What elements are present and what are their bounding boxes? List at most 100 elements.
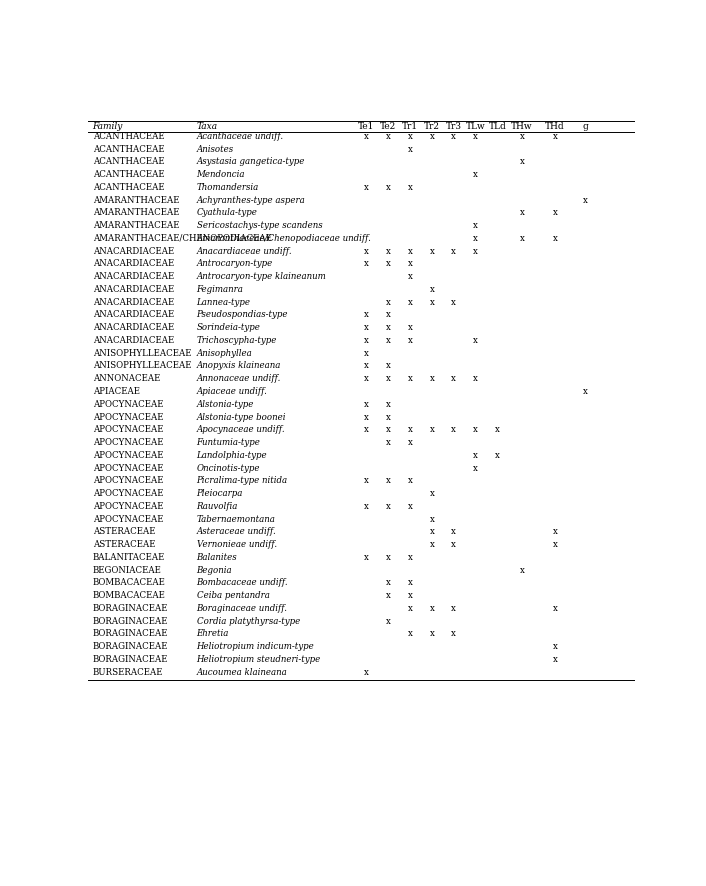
Text: Funtumia-type: Funtumia-type: [196, 438, 261, 447]
Text: x: x: [429, 604, 434, 613]
Text: x: x: [407, 183, 412, 192]
Text: x: x: [364, 183, 369, 192]
Text: Boraginaceae undiff.: Boraginaceae undiff.: [196, 604, 287, 613]
Text: x: x: [407, 144, 412, 153]
Text: x: x: [407, 438, 412, 447]
Text: x: x: [407, 604, 412, 613]
Text: Achyranthes-type aspera: Achyranthes-type aspera: [196, 196, 305, 205]
Text: x: x: [385, 501, 390, 511]
Text: x: x: [451, 425, 456, 434]
Text: x: x: [364, 668, 369, 677]
Text: x: x: [451, 540, 456, 549]
Text: APOCYNACEAE: APOCYNACEAE: [92, 489, 163, 498]
Text: x: x: [407, 425, 412, 434]
Text: ANACARDIACEAE: ANACARDIACEAE: [92, 310, 174, 320]
Text: Picralima-type nitida: Picralima-type nitida: [196, 477, 288, 486]
Text: ANACARDIACEAE: ANACARDIACEAE: [92, 246, 174, 256]
Text: ANACARDIACEAE: ANACARDIACEAE: [92, 298, 174, 307]
Text: x: x: [473, 374, 478, 384]
Text: Tr1: Tr1: [402, 122, 418, 131]
Text: x: x: [429, 527, 434, 536]
Text: Alstonia-type: Alstonia-type: [196, 400, 254, 408]
Text: APIACEAE: APIACEAE: [92, 387, 140, 396]
Text: x: x: [364, 374, 369, 384]
Text: x: x: [385, 260, 390, 268]
Text: x: x: [429, 246, 434, 256]
Text: ACANTHACEAE: ACANTHACEAE: [92, 183, 164, 192]
Text: Asteraceae undiff.: Asteraceae undiff.: [196, 527, 276, 536]
Text: Te2: Te2: [380, 122, 396, 131]
Text: x: x: [364, 132, 369, 141]
Text: x: x: [429, 629, 434, 639]
Text: ANACARDIACEAE: ANACARDIACEAE: [92, 285, 174, 294]
Text: x: x: [553, 234, 558, 243]
Text: x: x: [520, 132, 525, 141]
Text: BOMBACACEAE: BOMBACACEAE: [92, 591, 165, 600]
Text: AMARANTHACEAE: AMARANTHACEAE: [92, 196, 179, 205]
Text: x: x: [385, 298, 390, 307]
Text: x: x: [385, 438, 390, 447]
Text: Acanthaceae undiff.: Acanthaceae undiff.: [196, 132, 284, 141]
Text: Rauvolfia: Rauvolfia: [196, 501, 238, 511]
Text: x: x: [553, 132, 558, 141]
Text: x: x: [553, 540, 558, 549]
Text: x: x: [385, 477, 390, 486]
Text: x: x: [429, 425, 434, 434]
Text: x: x: [407, 374, 412, 384]
Text: x: x: [451, 527, 456, 536]
Text: x: x: [582, 387, 587, 396]
Text: Antrocaryon-type: Antrocaryon-type: [196, 260, 273, 268]
Text: ANACARDIACEAE: ANACARDIACEAE: [92, 272, 174, 281]
Text: x: x: [364, 425, 369, 434]
Text: Antrocaryon-type klaineanum: Antrocaryon-type klaineanum: [196, 272, 326, 281]
Text: Sorindeia-type: Sorindeia-type: [196, 323, 261, 332]
Text: Annonaceae undiff.: Annonaceae undiff.: [196, 374, 281, 384]
Text: BORAGINACEAE: BORAGINACEAE: [92, 655, 168, 664]
Text: ANACARDIACEAE: ANACARDIACEAE: [92, 323, 174, 332]
Text: BALANITACEAE: BALANITACEAE: [92, 553, 165, 562]
Text: Taxa: Taxa: [196, 122, 217, 131]
Text: x: x: [520, 565, 525, 575]
Text: Heliotropium steudneri-type: Heliotropium steudneri-type: [196, 655, 321, 664]
Text: x: x: [429, 298, 434, 307]
Text: Pseudospondias-type: Pseudospondias-type: [196, 310, 288, 320]
Text: x: x: [429, 515, 434, 524]
Text: x: x: [429, 374, 434, 384]
Text: x: x: [473, 132, 478, 141]
Text: x: x: [553, 642, 558, 651]
Text: AMARANTHACEAE/CHENOPODIACEAE: AMARANTHACEAE/CHENOPODIACEAE: [92, 234, 272, 243]
Text: x: x: [582, 196, 587, 205]
Text: Family: Family: [92, 122, 123, 131]
Text: x: x: [429, 540, 434, 549]
Text: Apocynaceae undiff.: Apocynaceae undiff.: [196, 425, 285, 434]
Text: x: x: [553, 655, 558, 664]
Text: BEGONIACEAE: BEGONIACEAE: [92, 565, 162, 575]
Text: Pleiocarpa: Pleiocarpa: [196, 489, 243, 498]
Text: x: x: [385, 310, 390, 320]
Text: x: x: [385, 413, 390, 422]
Text: Apiaceae undiff.: Apiaceae undiff.: [196, 387, 268, 396]
Text: THw: THw: [511, 122, 533, 131]
Text: x: x: [364, 400, 369, 408]
Text: Oncinotis-type: Oncinotis-type: [196, 463, 260, 472]
Text: THd: THd: [545, 122, 565, 131]
Text: x: x: [429, 285, 434, 294]
Text: Tabernaemontana: Tabernaemontana: [196, 515, 275, 524]
Text: x: x: [364, 361, 369, 370]
Text: x: x: [364, 349, 369, 358]
Text: APOCYNACEAE: APOCYNACEAE: [92, 438, 163, 447]
Text: x: x: [429, 132, 434, 141]
Text: ANNONACEAE: ANNONACEAE: [92, 374, 160, 384]
Text: x: x: [407, 553, 412, 562]
Text: x: x: [385, 132, 390, 141]
Text: x: x: [451, 629, 456, 639]
Text: ACANTHACEAE: ACANTHACEAE: [92, 158, 164, 167]
Text: x: x: [385, 617, 390, 626]
Text: x: x: [495, 451, 500, 460]
Text: Anacardiaceae undiff.: Anacardiaceae undiff.: [196, 246, 292, 256]
Text: x: x: [520, 158, 525, 167]
Text: APOCYNACEAE: APOCYNACEAE: [92, 463, 163, 472]
Text: Balanites: Balanites: [196, 553, 237, 562]
Text: TLw: TLw: [466, 122, 486, 131]
Text: x: x: [385, 425, 390, 434]
